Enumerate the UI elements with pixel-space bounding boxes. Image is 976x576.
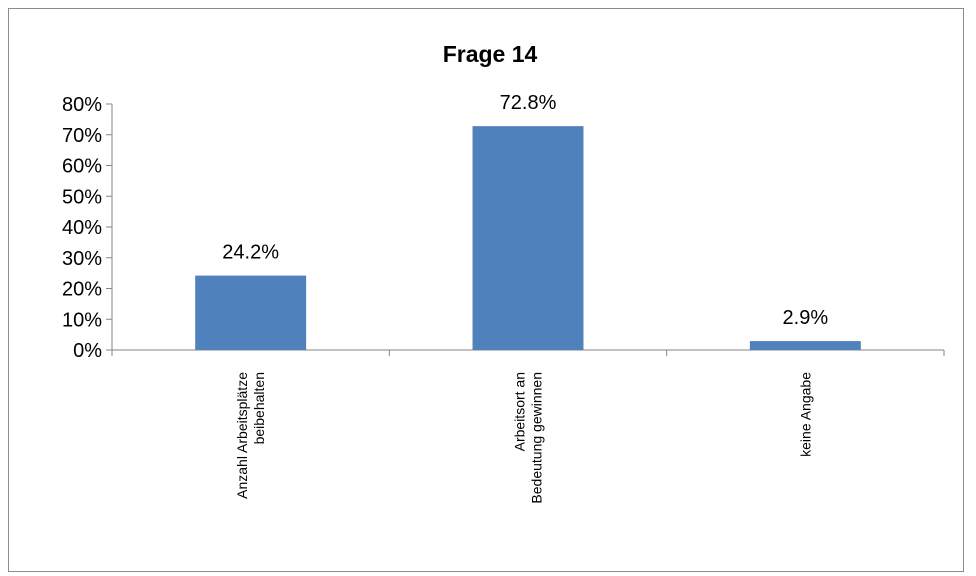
category-label-line: keine Angabe [797,372,813,457]
category-label: keine Angabe [797,372,813,457]
bar [749,341,861,350]
bars [195,126,861,350]
y-tick-label: 50% [62,186,102,208]
data-label: 72.8% [500,92,557,114]
category-label: Arbeitsort an Bedeutung gewinnen [512,372,545,504]
category-label: Anzahl Arbeitsplätze beibehalten [234,372,267,499]
data-labels: 24.2% 72.8% 2.9% [222,92,828,329]
chart-title: Frage 14 [443,41,538,67]
y-tick-label: 30% [62,248,102,270]
y-tick-label: 10% [62,309,102,331]
category-label-line: Arbeitsort an [512,372,528,451]
category-label-line: Anzahl Arbeitsplätze [234,372,250,499]
category-labels: Anzahl Arbeitsplätze beibehalten Arbeitsor… [234,372,813,504]
category-label-line: Bedeutung gewinnen [529,372,545,504]
y-tick-label: 20% [62,279,102,301]
bar [472,126,584,350]
x-axis [111,349,945,356]
y-tick-label: 0% [73,340,102,362]
y-tick-label: 40% [62,217,102,239]
y-tick-label: 70% [62,125,102,147]
bar [195,275,307,350]
data-label: 24.2% [222,242,279,264]
y-tick-label: 80% [62,94,102,116]
y-axis: 0% 10% 20% 30% 40% 50% 60% 70% 80% [62,94,113,362]
category-label-line: beibehalten [251,372,267,444]
data-label: 2.9% [783,307,829,329]
y-tick-label: 60% [62,156,102,178]
